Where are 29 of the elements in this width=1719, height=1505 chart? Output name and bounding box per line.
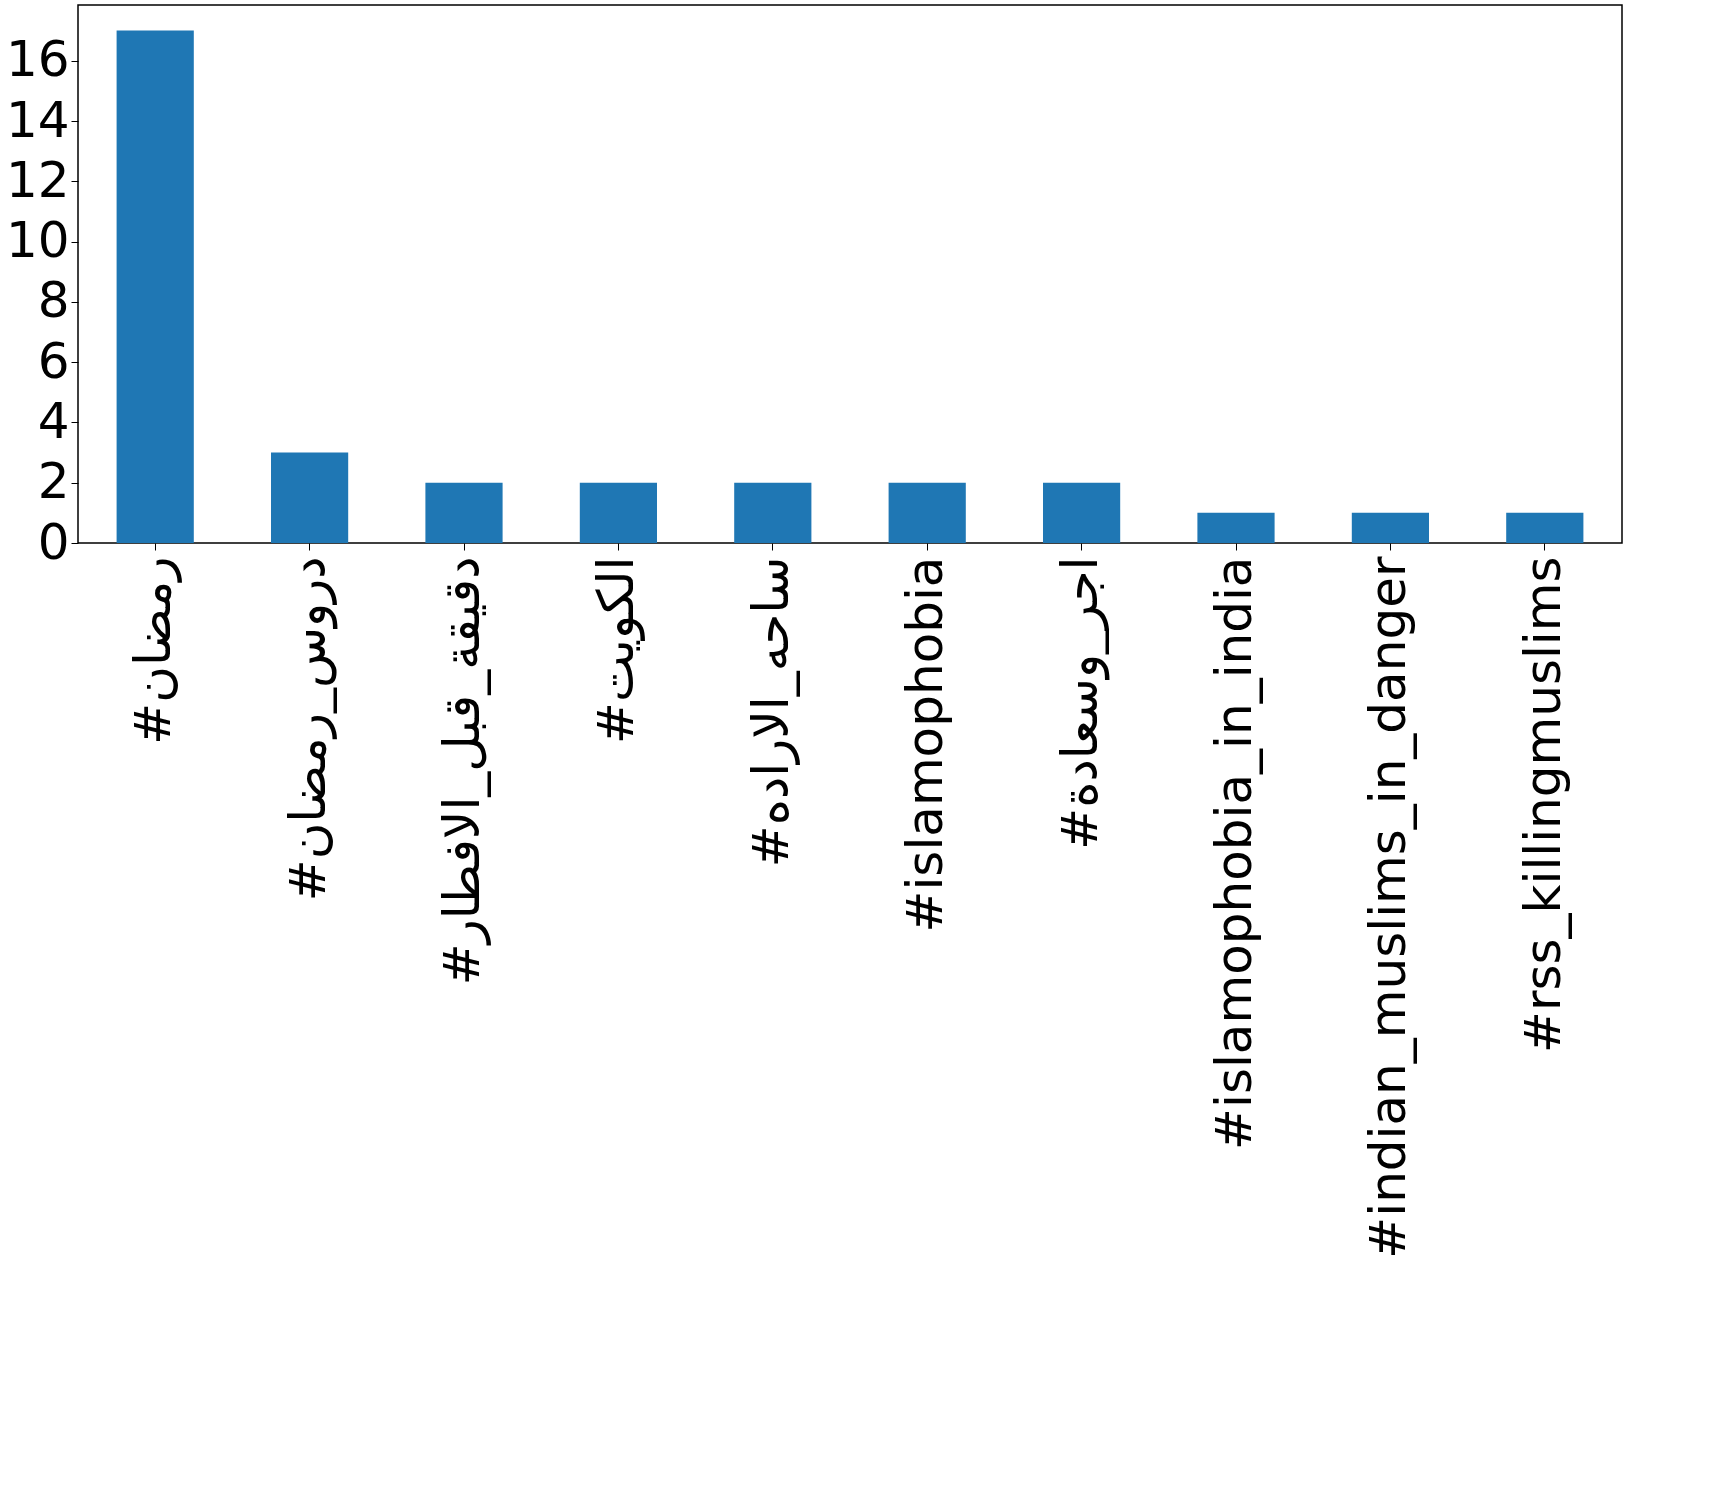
y-tick-label: 0 (37, 512, 70, 571)
y-tick-label: 14 (5, 90, 70, 149)
y-tick-label: 8 (37, 271, 70, 330)
y-tick-label: 16 (5, 30, 70, 89)
x-tick-label: #دقيقة_قبل_الافطار (433, 556, 491, 986)
bar (1351, 512, 1429, 543)
bar (734, 482, 812, 543)
bar (425, 482, 503, 543)
bar (271, 452, 349, 543)
bar (888, 482, 966, 543)
y-tick-label: 6 (37, 331, 70, 390)
y-tick-label: 2 (37, 452, 70, 511)
y-tick-label: 4 (37, 391, 70, 450)
bar (1506, 512, 1584, 543)
y-tick-label: 12 (5, 150, 70, 209)
x-tick-label: #ساحه_الاراده (741, 556, 800, 868)
x-tick-label: #rss_killingmuslims (1513, 556, 1572, 1053)
x-tick-label: #الكويت (587, 556, 646, 744)
x-tick-label: #رمضان (124, 556, 183, 745)
bar (579, 482, 657, 543)
x-tick-label: #islamophobia (896, 556, 955, 933)
bar (116, 30, 194, 543)
x-tick-label: #islamophobia_in_india (1205, 556, 1263, 1150)
bar (1197, 512, 1275, 543)
x-tick-label: #دروس_رمضان (278, 556, 338, 902)
y-tick-label: 10 (5, 211, 70, 270)
x-tick-label: #اجر_وسعادة (1050, 556, 1110, 850)
x-tick-label: #indian_muslims_in_danger (1359, 556, 1418, 1259)
bar (1043, 482, 1121, 543)
